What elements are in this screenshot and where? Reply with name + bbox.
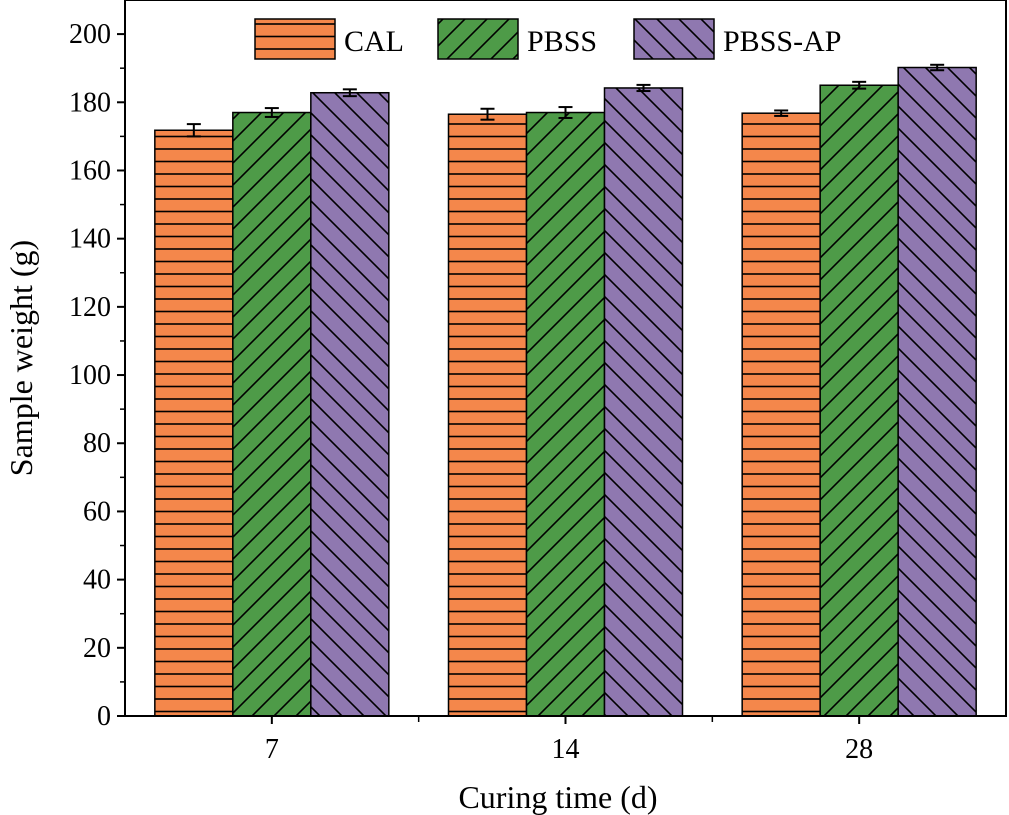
error-bar-pbss-14 [558, 106, 573, 119]
y-tick-label-40: 40 [83, 565, 111, 596]
error-bar-pbss-7 [264, 107, 279, 118]
y-tick-label-180: 180 [69, 87, 111, 118]
error-bar-pbss-ap-28 [930, 63, 945, 72]
bar-pbss-ap-7 [310, 91, 390, 717]
y-axis: 0 20 40 60 80 100 120 140 160 180 200 [69, 19, 125, 732]
bars-group [154, 66, 977, 717]
legend-label-pbss: PBSS [527, 25, 597, 58]
x-tick-label-14: 14 [552, 734, 580, 765]
x-tick-label-28: 28 [845, 734, 873, 765]
error-bar-pbss-28 [852, 80, 867, 90]
y-tick-label-20: 20 [83, 633, 111, 664]
y-tick-label-100: 100 [69, 360, 111, 391]
y-tick-label-140: 140 [69, 224, 111, 255]
bar-cal-7 [154, 129, 234, 717]
error-bar-pbss-ap-14 [636, 83, 651, 93]
bar-cal-28 [741, 112, 821, 717]
error-bar-cal-7 [186, 123, 201, 138]
bar-pbss-7 [232, 111, 312, 717]
legend-swatch-cal [254, 18, 336, 60]
legend-label-cal: CAL [344, 25, 404, 58]
bar-pbss-ap-14 [603, 87, 684, 717]
bar-pbss-28 [819, 84, 899, 717]
error-bar-pbss-ap-7 [342, 88, 357, 98]
legend-swatch-pbss [437, 18, 519, 60]
error-bar-cal-14 [480, 107, 495, 121]
error-bars-group [186, 63, 945, 138]
y-tick-label-120: 120 [69, 292, 111, 323]
x-axis-title: Curing time (d) [458, 779, 657, 815]
x-tick-label-7: 7 [265, 734, 279, 765]
y-tick-label-80: 80 [83, 428, 111, 459]
error-bar-cal-28 [774, 109, 789, 117]
y-tick-label-160: 160 [69, 155, 111, 186]
y-tick-label-0: 0 [97, 701, 111, 732]
legend-label-pbss-ap: PBSS-AP [723, 25, 841, 58]
bar-pbss-ap-28 [897, 66, 977, 717]
legend-swatch-pbss-ap [633, 18, 715, 60]
x-axis: 7 14 28 [265, 716, 873, 765]
y-tick-label-200: 200 [69, 19, 111, 50]
bar-pbss-14 [525, 111, 606, 717]
bar-cal-14 [447, 113, 528, 717]
y-axis-title: Sample weight (g) [3, 240, 39, 476]
y-tick-label-60: 60 [83, 496, 111, 527]
legend: CAL PBSS PBSS-AP [254, 18, 841, 60]
